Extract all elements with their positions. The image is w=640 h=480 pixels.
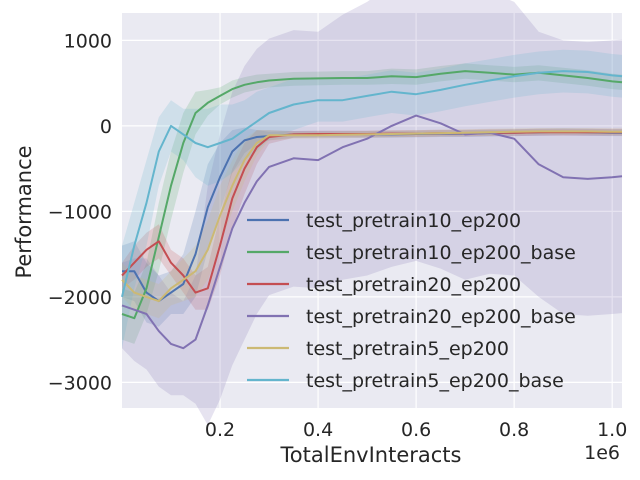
line-series-4 — [121, 114, 623, 350]
x-tick-label: 0.2 — [205, 419, 235, 441]
x-tick-labels: 0.2 0.4 0.6 0.8 1.0 — [205, 419, 627, 441]
x-tick-label: 0.6 — [401, 419, 431, 441]
legend-entry: test_pretrain5_ep200 — [306, 338, 509, 360]
y-tick-label: 0 — [100, 116, 112, 138]
y-tick-label: −2000 — [48, 287, 112, 309]
legend-entry: test_pretrain20_ep200 — [306, 274, 521, 296]
series-lines — [121, 70, 623, 350]
x-axis-label: TotalEnvInteracts — [280, 443, 462, 467]
band-series-5 — [122, 128, 622, 319]
band-series-4 — [122, 0, 622, 426]
x-axis-offset: 1e6 — [584, 442, 620, 464]
y-tick-label: −1000 — [48, 201, 112, 223]
y-tick-label: −3000 — [48, 372, 112, 394]
y-axis-label: Performance — [12, 145, 36, 278]
grid-lines — [122, 13, 622, 408]
line-series-5 — [121, 130, 622, 303]
legend-entry: test_pretrain20_ep200_base — [306, 306, 576, 328]
band-series-6 — [122, 49, 622, 349]
legend-entry: test_pretrain10_ep200_base — [306, 242, 576, 264]
x-tick-label: 0.4 — [303, 419, 333, 441]
line-series-6 — [121, 70, 623, 298]
y-tick-label: 1000 — [64, 30, 112, 52]
legend-entry: test_pretrain10_ep200 — [306, 210, 521, 232]
x-tick-label: 0.8 — [499, 419, 529, 441]
band-series-3 — [122, 128, 622, 310]
x-tick-label: 1.0 — [597, 419, 627, 441]
legend-entry: test_pretrain5_ep200_base — [306, 370, 564, 392]
band-series-1 — [122, 127, 622, 327]
confidence-bands — [122, 0, 622, 426]
y-tick-labels: 1000 0 −1000 −2000 −3000 — [48, 30, 112, 394]
plot-background — [122, 13, 622, 408]
legend: test_pretrain10_ep200 test_pretrain10_ep2… — [247, 210, 576, 392]
